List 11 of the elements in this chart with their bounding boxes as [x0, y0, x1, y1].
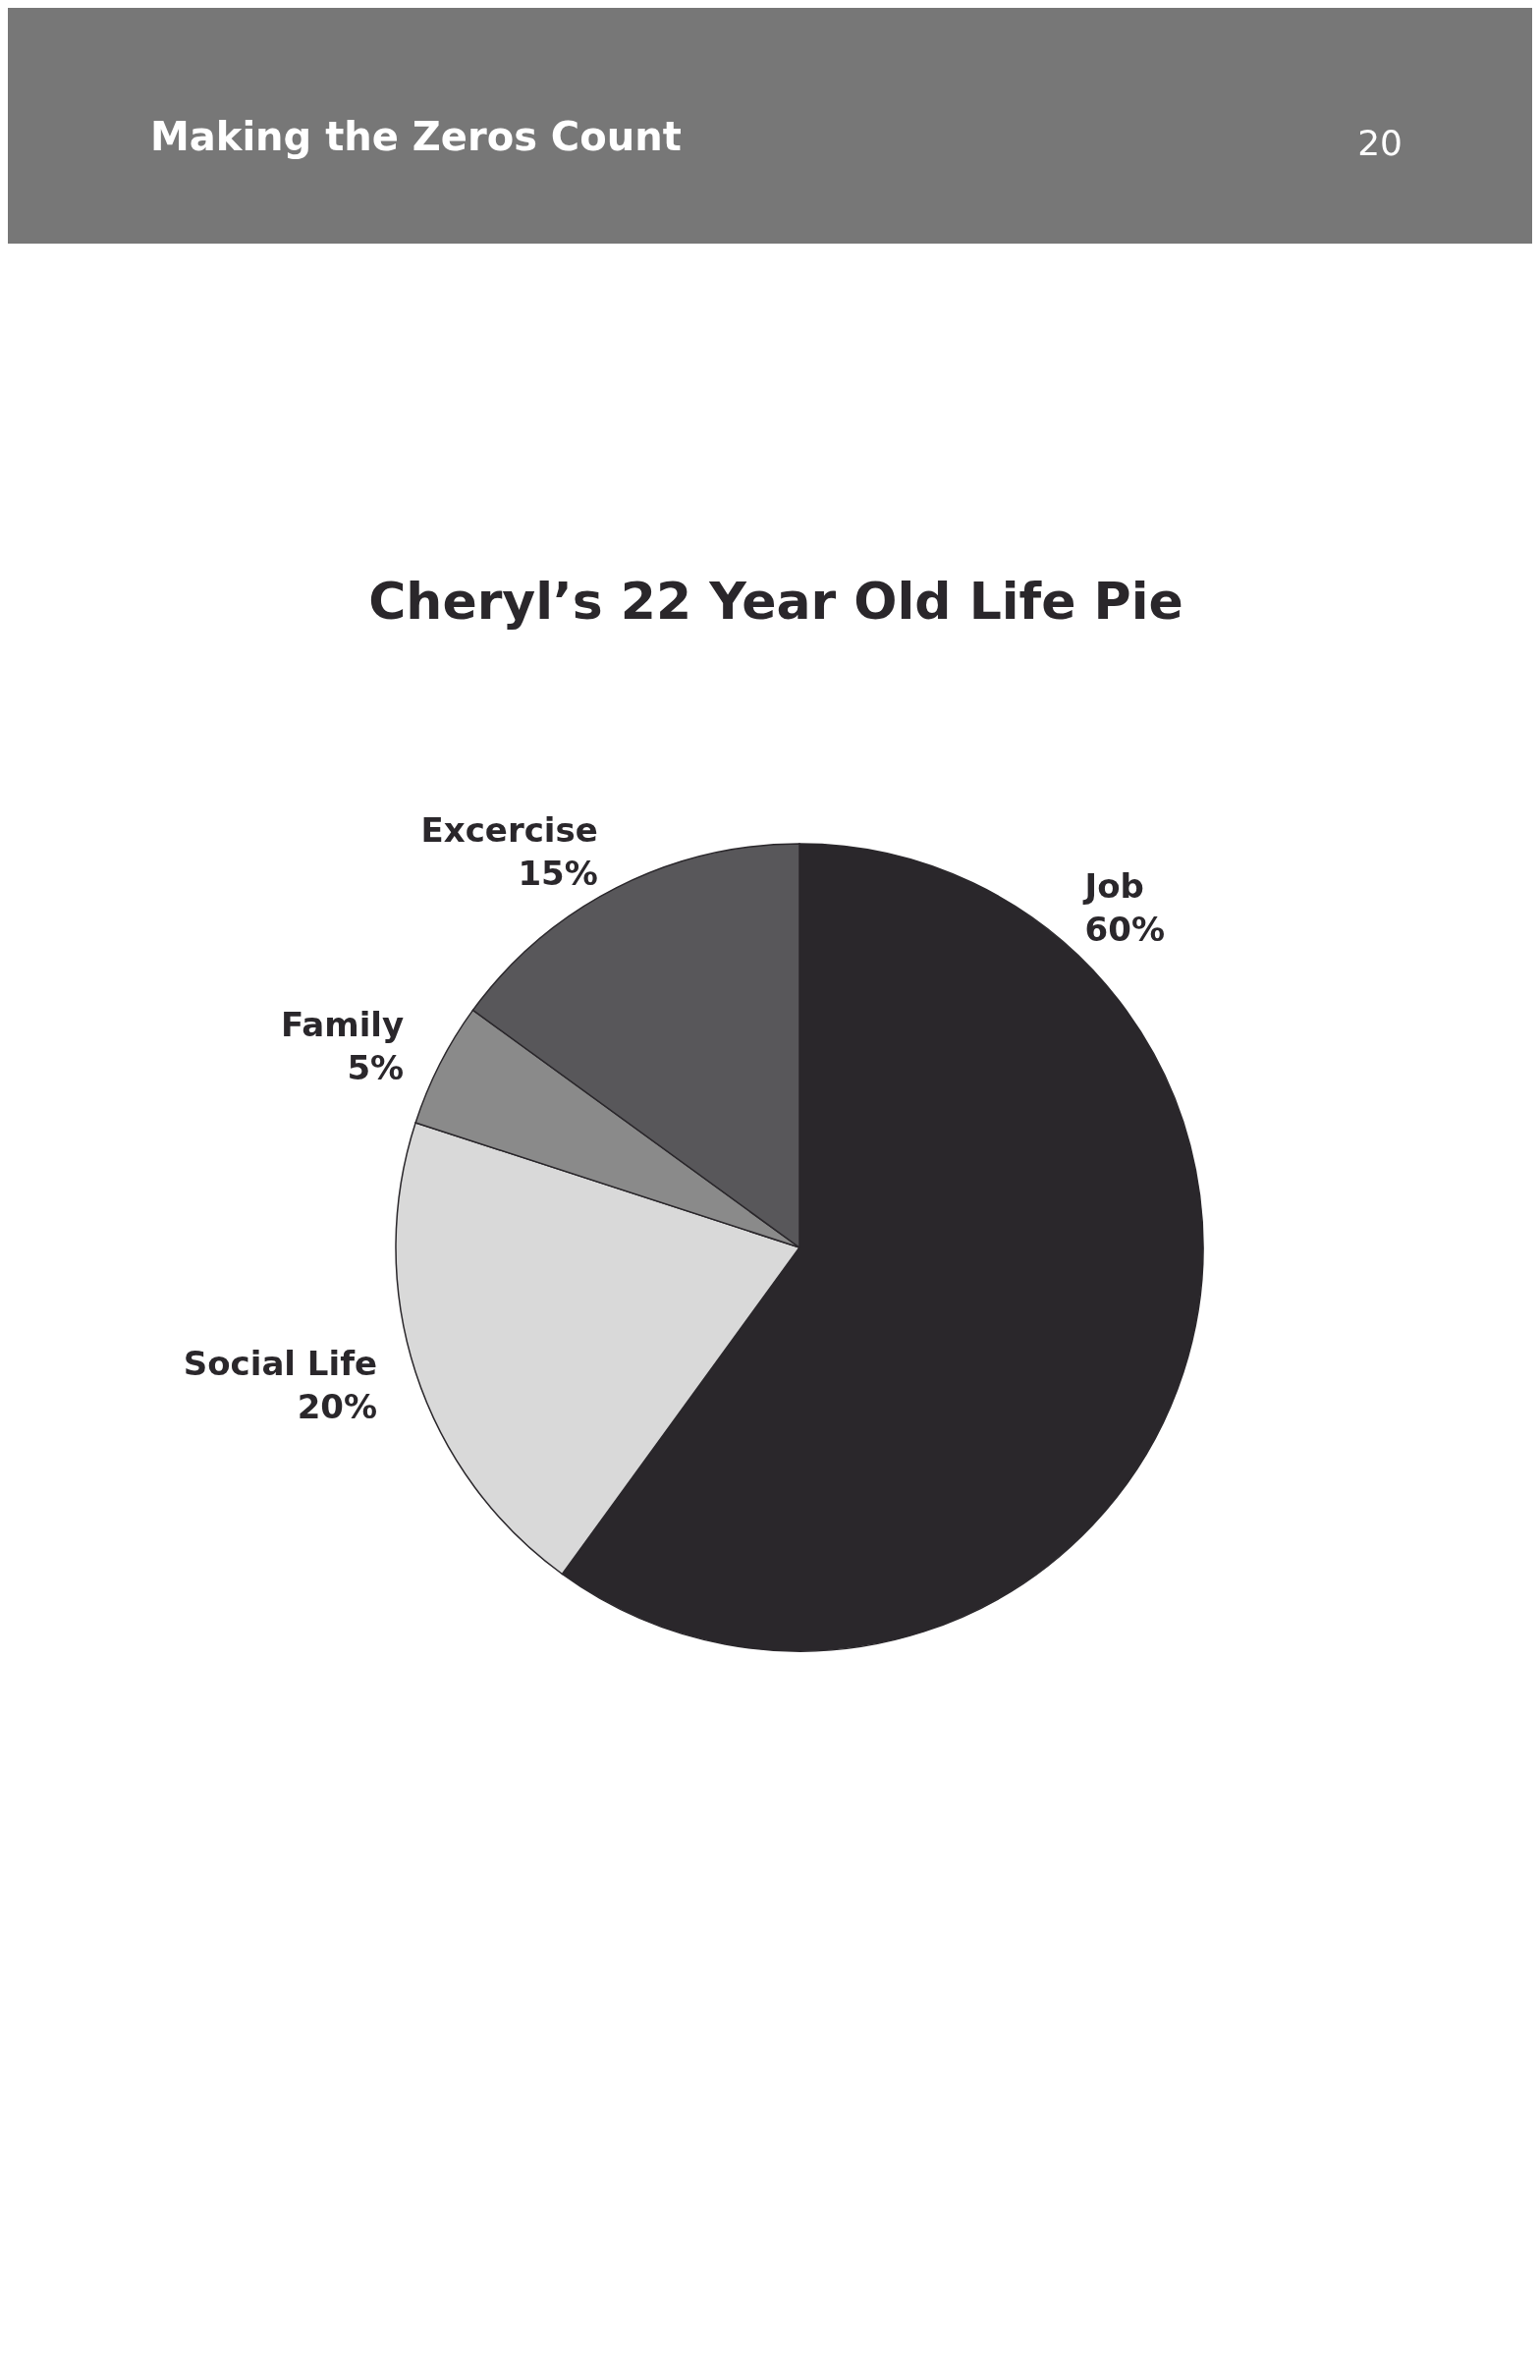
text: Making the Zeros Count [150, 114, 682, 159]
data-label: 5% [347, 1047, 405, 1087]
data-label: 60% [1084, 909, 1165, 949]
data-label: 20% [297, 1386, 378, 1426]
slice-label: Family [281, 1004, 405, 1044]
data-label: 15% [518, 854, 598, 894]
text: 20 [1357, 123, 1402, 163]
slice-label: Excercise [420, 810, 598, 851]
slice-label: Job [1082, 865, 1144, 906]
chart-title: Cheryl’s 22 Year Old Life Pie [368, 572, 1183, 631]
slice-label: Social Life [183, 1343, 378, 1383]
